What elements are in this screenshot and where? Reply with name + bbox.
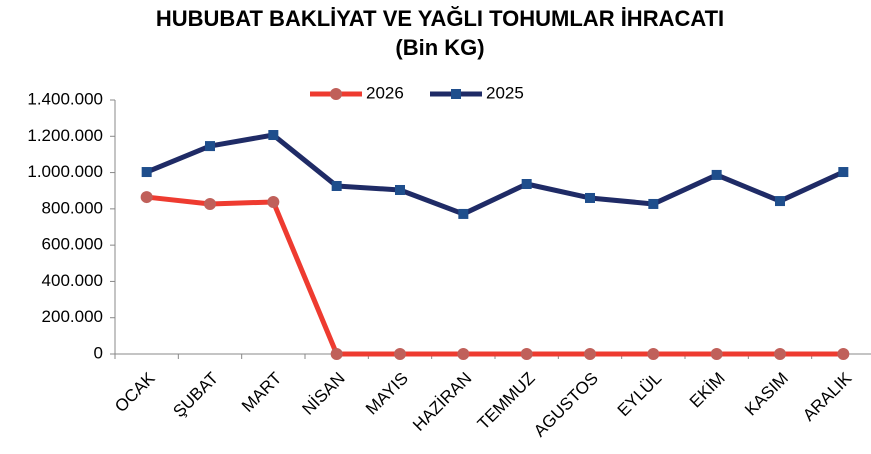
x-tick-label: AGUSTOS bbox=[530, 369, 602, 441]
data-point bbox=[330, 348, 343, 360]
legend-label: 2025 bbox=[486, 83, 524, 102]
x-tick-label: TEMMUZ bbox=[474, 369, 539, 434]
x-tick-label: HAZİRAN bbox=[409, 369, 475, 435]
y-tick-label: 1.400.000 bbox=[27, 89, 103, 108]
data-point bbox=[711, 169, 722, 180]
series-line bbox=[145, 132, 845, 217]
data-point bbox=[710, 348, 723, 360]
legend-label: 2026 bbox=[366, 83, 404, 102]
y-tick-label: 600.000 bbox=[42, 235, 103, 254]
x-tick-label: EYLÜL bbox=[614, 369, 666, 421]
data-point bbox=[520, 348, 533, 360]
series-line bbox=[146, 194, 844, 357]
data-point bbox=[205, 141, 215, 152]
legend-marker bbox=[330, 88, 342, 100]
data-point bbox=[267, 195, 280, 208]
legend-marker bbox=[451, 89, 461, 99]
y-tick-label: 1.200.000 bbox=[27, 126, 103, 145]
data-point bbox=[521, 179, 532, 190]
data-point bbox=[584, 348, 596, 360]
x-tick-label: ARALIK bbox=[799, 368, 856, 425]
data-point bbox=[838, 167, 849, 178]
data-point bbox=[331, 180, 342, 191]
x-tick-label: KASIM bbox=[741, 369, 792, 420]
data-point bbox=[204, 197, 216, 210]
data-point bbox=[775, 196, 785, 207]
data-point bbox=[585, 192, 595, 203]
x-tick-label: ŞUBAT bbox=[169, 369, 222, 422]
y-tick-label: 400.000 bbox=[42, 271, 103, 290]
data-point bbox=[647, 348, 660, 360]
data-point bbox=[458, 208, 469, 219]
x-tick-label: MART bbox=[238, 369, 285, 416]
data-point bbox=[395, 184, 405, 195]
y-tick-label: 1.000.000 bbox=[27, 162, 103, 181]
data-point bbox=[141, 167, 152, 178]
chart-title: HUBUBAT BAKLİYAT VE YAĞLI TOHUMLAR İHRAC… bbox=[156, 6, 724, 31]
data-point bbox=[457, 348, 470, 360]
data-point bbox=[140, 191, 153, 204]
data-point bbox=[837, 348, 850, 360]
chart-subtitle: (Bin KG) bbox=[395, 35, 484, 60]
x-tick-label: EKİM bbox=[686, 369, 729, 412]
data-point bbox=[268, 130, 279, 141]
x-tick-label: MAYIS bbox=[362, 369, 412, 419]
x-tick-label: OCAK bbox=[111, 368, 159, 416]
y-tick-label: 800.000 bbox=[42, 198, 103, 217]
data-point bbox=[648, 198, 659, 209]
y-tick-label: 0 bbox=[94, 343, 103, 362]
x-tick-label: NİSAN bbox=[298, 369, 348, 419]
data-point bbox=[394, 348, 406, 360]
y-tick-label: 200.000 bbox=[42, 307, 103, 326]
data-point bbox=[774, 348, 786, 360]
